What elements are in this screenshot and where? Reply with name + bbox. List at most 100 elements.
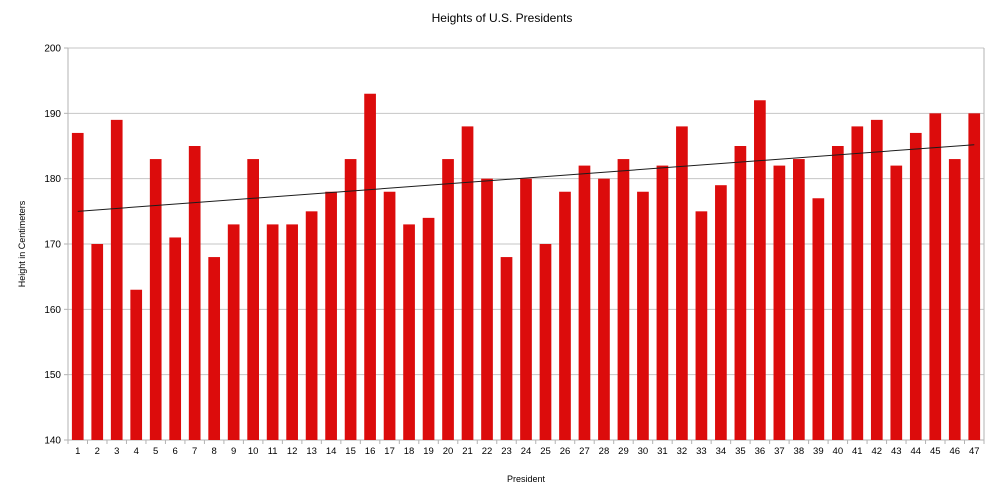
bar-president-20	[442, 159, 454, 441]
bar-president-7	[188, 146, 201, 440]
bar-president-10	[247, 159, 259, 441]
bar-president-17	[383, 191, 396, 440]
x-tick-label: 46	[949, 446, 960, 457]
bar-president-31	[656, 165, 669, 440]
x-tick-label: 8	[212, 446, 217, 457]
x-tick-label: 37	[774, 446, 785, 457]
bar-president-9	[227, 224, 240, 440]
x-tick-label: 12	[287, 446, 298, 457]
x-tick-label: 32	[677, 446, 688, 457]
bar-president-18	[403, 224, 415, 440]
x-tick-label: 9	[231, 446, 236, 457]
bar-president-41	[851, 126, 864, 441]
bar-president-36	[754, 100, 766, 441]
x-tick-label: 43	[891, 446, 902, 457]
x-tick-label: 24	[521, 446, 532, 457]
x-tick-label: 41	[852, 446, 863, 457]
x-tick-label: 34	[716, 446, 727, 457]
bar-president-22	[481, 178, 493, 440]
bar-president-14	[325, 191, 337, 440]
bar-president-39	[812, 198, 825, 440]
x-tick-label: 39	[813, 446, 824, 457]
x-axis-title: President	[506, 474, 546, 484]
bar-president-3	[110, 119, 123, 440]
y-tick-label: 190	[44, 109, 61, 120]
x-tick-label: 1	[75, 446, 80, 457]
bar-president-16	[364, 93, 376, 440]
bar-president-23	[500, 257, 513, 440]
x-tick-label: 42	[872, 446, 883, 457]
x-tick-label: 30	[638, 446, 649, 457]
bar-president-34	[715, 185, 727, 440]
bar-president-26	[559, 191, 571, 440]
bar-president-13	[305, 211, 318, 440]
x-tick-label: 6	[173, 446, 178, 457]
bar-president-35	[734, 146, 747, 440]
bar-president-1	[71, 132, 84, 440]
x-tick-label: 36	[755, 446, 766, 457]
bar-president-42	[870, 119, 883, 440]
bar-president-46	[948, 159, 961, 441]
bar-president-5	[149, 159, 162, 441]
bar-president-47	[968, 113, 981, 440]
trend-line	[77, 144, 975, 212]
y-tick-label: 170	[44, 240, 61, 251]
x-tick-label: 33	[696, 446, 707, 457]
x-tick-label: 40	[833, 446, 844, 457]
x-tick-label: 16	[365, 446, 376, 457]
bar-president-25	[539, 244, 552, 440]
x-tick-label: 23	[501, 446, 512, 457]
x-tick-label: 38	[794, 446, 805, 457]
bar-president-29	[617, 159, 630, 441]
bar-president-15	[344, 159, 357, 441]
x-tick-label: 19	[423, 446, 434, 457]
x-tick-label: 14	[326, 446, 337, 457]
x-tick-label: 22	[482, 446, 493, 457]
x-tick-label: 3	[114, 446, 119, 457]
x-tick-label: 13	[306, 446, 317, 457]
bar-president-45	[929, 113, 942, 440]
x-tick-label: 10	[248, 446, 259, 457]
x-tick-label: 25	[540, 446, 551, 457]
x-tick-label: 18	[404, 446, 415, 457]
y-tick-label: 200	[44, 44, 61, 55]
x-tick-label: 29	[618, 446, 629, 457]
x-tick-label: 47	[969, 446, 980, 457]
x-tick-label: 31	[657, 446, 668, 457]
bar-president-44	[909, 132, 922, 440]
x-tick-label: 7	[192, 446, 197, 457]
x-tick-label: 4	[134, 446, 139, 457]
y-tick-label: 160	[44, 305, 61, 316]
bar-president-6	[169, 237, 182, 440]
bar-president-30	[637, 191, 649, 440]
bar-president-33	[695, 211, 708, 440]
x-tick-label: 35	[735, 446, 746, 457]
x-tick-label: 11	[268, 446, 278, 457]
bar-president-32	[676, 126, 688, 441]
bar-president-37	[773, 165, 786, 440]
bar-president-27	[578, 165, 591, 440]
x-tick-label: 28	[599, 446, 610, 457]
bar-president-11	[266, 224, 279, 440]
chart-title: Heights of U.S. Presidents	[431, 11, 573, 25]
x-tick-label: 15	[345, 446, 356, 457]
x-tick-label: 26	[560, 446, 571, 457]
y-tick-label: 140	[44, 436, 61, 447]
x-tick-label: 21	[462, 446, 473, 457]
x-tick-label: 44	[910, 446, 921, 457]
bar-president-8	[208, 257, 221, 440]
bar-president-12	[286, 224, 298, 440]
y-tick-label: 180	[44, 174, 61, 185]
bar-president-2	[91, 244, 104, 440]
y-tick-label: 150	[44, 370, 61, 381]
x-tick-label: 27	[579, 446, 590, 457]
bar-president-40	[831, 146, 844, 440]
x-tick-label: 20	[443, 446, 454, 457]
bar-president-43	[890, 165, 903, 440]
bar-president-19	[422, 217, 435, 440]
x-tick-label: 5	[153, 446, 158, 457]
bar-president-38	[793, 159, 805, 441]
x-tick-label: 45	[930, 446, 941, 457]
